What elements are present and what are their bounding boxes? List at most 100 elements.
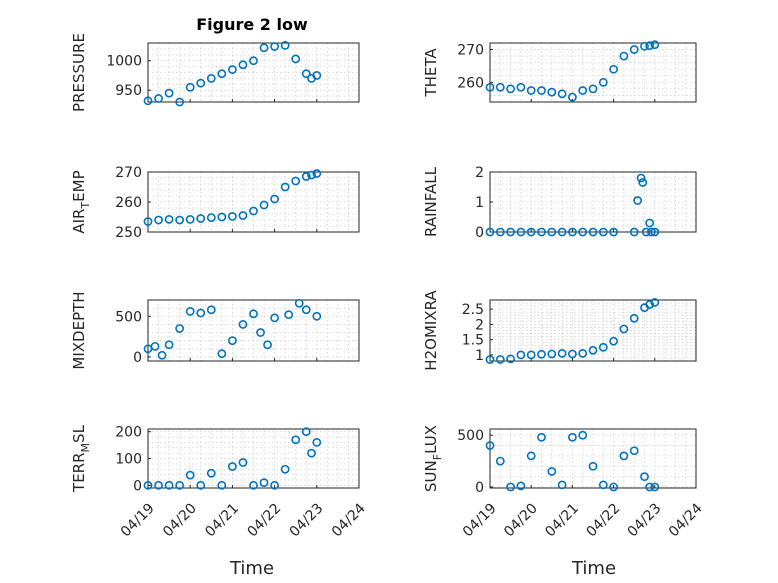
data-point <box>629 45 639 54</box>
x-tick-label: 04/21 <box>542 500 582 540</box>
data-point <box>164 88 174 98</box>
data-point <box>526 227 536 237</box>
x-tick-label: 04/20 <box>160 500 200 540</box>
data-point <box>307 170 316 180</box>
data-point <box>238 211 248 220</box>
data-point <box>249 309 258 319</box>
data-point <box>196 480 206 490</box>
data-point <box>645 41 655 51</box>
data-point <box>150 341 160 351</box>
data-point <box>143 96 153 106</box>
x-tick-label: 04/23 <box>287 500 327 540</box>
data-point <box>270 194 279 204</box>
data-point <box>506 84 515 94</box>
data-point <box>307 448 316 458</box>
data-point <box>619 51 629 61</box>
y-axis-label: THETA <box>422 48 440 98</box>
y-axis-label: H2OMIXRA <box>422 290 440 371</box>
data-point <box>557 227 567 237</box>
data-point <box>270 42 279 51</box>
y-tick-label: 2 <box>475 317 484 333</box>
data-point <box>206 74 216 83</box>
data-point <box>259 43 269 53</box>
data-point <box>629 446 639 456</box>
data-point <box>185 306 195 316</box>
data-point <box>609 227 618 237</box>
data-point <box>641 227 651 237</box>
axes-background <box>490 300 696 361</box>
data-point <box>227 462 237 471</box>
data-point <box>557 89 567 99</box>
y-tick-label: 1.5 <box>462 333 484 349</box>
data-point <box>143 217 153 226</box>
data-point <box>154 215 163 225</box>
data-point <box>557 348 567 358</box>
data-point <box>516 350 526 360</box>
data-point <box>263 340 272 350</box>
data-point <box>154 480 163 490</box>
subplot-theta: 260 270 THETA <box>422 40 697 103</box>
data-point <box>568 349 577 359</box>
data-point <box>154 94 163 103</box>
y-tick-label: 270 <box>115 165 142 181</box>
y-tick-label: 1 <box>475 195 484 211</box>
data-point <box>526 86 536 95</box>
data-point <box>164 214 174 224</box>
data-point <box>506 227 515 237</box>
data-point <box>164 340 174 350</box>
x-tick-label: 04/22 <box>245 500 285 540</box>
data-point <box>185 214 195 224</box>
y-axis-label: AIRTEMP <box>70 170 92 233</box>
data-point <box>294 298 304 308</box>
data-point <box>217 69 227 79</box>
data-point <box>312 438 322 447</box>
axes-box <box>147 42 360 103</box>
data-point <box>175 215 185 225</box>
data-point <box>526 350 536 360</box>
data-point <box>185 470 195 480</box>
data-point <box>196 214 206 223</box>
data-point <box>217 480 227 490</box>
axes-box <box>489 42 697 103</box>
axes-box <box>489 299 697 362</box>
data-point <box>547 349 557 359</box>
y-tick-label: 0 <box>133 350 142 366</box>
x-axis-label-left: Time <box>229 558 274 579</box>
y-axis-label: PRESSURE <box>70 33 88 112</box>
x-axis-label-right: Time <box>571 558 616 579</box>
data-point <box>206 305 216 315</box>
x-tick-label: 04/20 <box>501 500 541 540</box>
data-point <box>206 213 216 222</box>
y-tick-label: 200 <box>115 425 142 441</box>
data-point <box>598 77 608 87</box>
data-point <box>650 298 660 307</box>
data-point <box>495 227 505 237</box>
data-point <box>619 324 629 334</box>
y-axis-label: TERRMSL <box>70 424 92 493</box>
data-point <box>629 227 639 237</box>
data-point <box>609 64 618 74</box>
data-point <box>157 350 167 360</box>
data-point <box>638 178 648 187</box>
y-tick-label: 100 <box>115 452 142 468</box>
data-point <box>270 480 279 490</box>
data-point <box>227 336 237 346</box>
data-point <box>640 472 649 482</box>
data-point <box>646 227 656 237</box>
data-point <box>284 310 294 320</box>
data-point <box>629 313 639 323</box>
data-point <box>650 227 660 237</box>
data-point <box>578 348 588 358</box>
data-point <box>175 97 185 107</box>
y-tick-label: 1 <box>475 348 484 364</box>
data-point <box>609 482 618 492</box>
data-point <box>485 441 495 450</box>
x-tick-label: 04/23 <box>625 500 665 540</box>
data-point <box>640 41 649 51</box>
data-point <box>495 355 505 364</box>
data-point <box>143 480 153 490</box>
data-point <box>280 464 290 474</box>
data-point <box>506 482 515 492</box>
